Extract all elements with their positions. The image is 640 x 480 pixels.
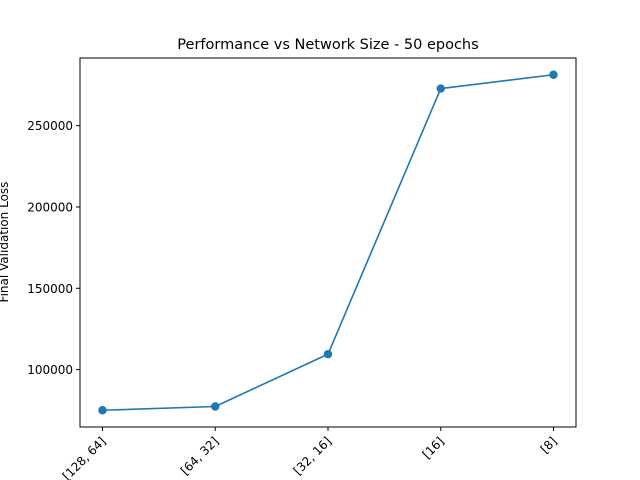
data-point: [549, 70, 558, 79]
data-point: [436, 84, 445, 93]
y-tick-label: 250000: [27, 119, 73, 133]
y-axis-label: Final Validation Loss: [0, 182, 11, 303]
data-point: [211, 402, 220, 411]
y-tick-label: 150000: [27, 282, 73, 296]
x-tick-label: [128, 64]: [60, 434, 109, 480]
axes-frame: [79, 57, 577, 428]
x-tick-label: [16]: [420, 434, 447, 461]
y-tick-label: 200000: [27, 200, 73, 214]
plot-area: 100000 150000 200000 250000 [128, 64] [64, 32…: [27, 70, 560, 480]
data-point: [98, 406, 107, 415]
chart-title: Performance vs Network Size - 50 epochs: [177, 37, 478, 53]
x-tick-label: [64, 32]: [178, 434, 222, 478]
x-tick-label: [8]: [538, 434, 560, 456]
data-point: [323, 349, 333, 359]
x-tick-label: [32, 16]: [291, 434, 335, 478]
y-tick-label: 100000: [27, 363, 73, 377]
series-line: [102, 73, 554, 412]
